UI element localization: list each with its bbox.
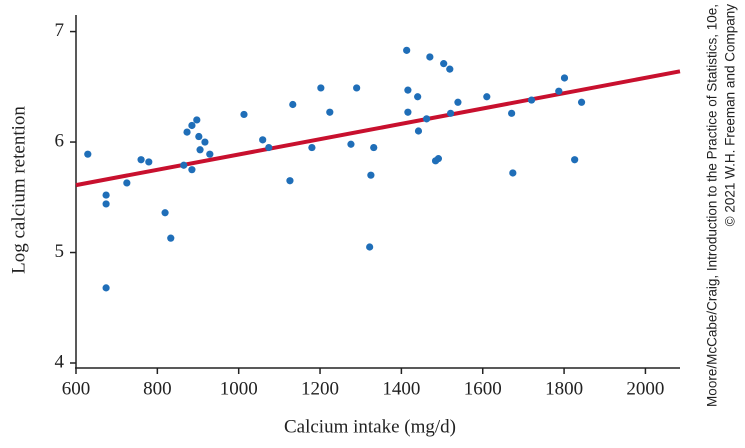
point — [423, 115, 431, 123]
point — [403, 46, 411, 54]
point — [508, 109, 516, 117]
point — [193, 116, 201, 124]
point — [161, 209, 169, 217]
point — [414, 93, 422, 101]
point — [347, 140, 355, 148]
point — [102, 284, 110, 292]
point — [195, 132, 203, 141]
point — [317, 84, 325, 92]
point — [196, 146, 204, 154]
point — [370, 143, 378, 152]
point — [289, 100, 297, 109]
x-tick-label: 1400 — [382, 378, 420, 399]
point — [414, 127, 423, 135]
y-tick-label: 6 — [55, 130, 65, 151]
point — [447, 109, 455, 117]
point — [206, 150, 214, 158]
point — [440, 60, 448, 68]
point — [265, 143, 273, 152]
point — [353, 84, 361, 92]
y-tick-label: 4 — [55, 351, 65, 372]
point — [308, 143, 316, 152]
credit-line: © 2021 W.H. Freeman and Company — [723, 4, 738, 227]
point — [102, 200, 110, 208]
point — [404, 86, 412, 94]
point — [367, 171, 375, 179]
point — [483, 93, 491, 101]
point — [183, 128, 191, 136]
point — [167, 234, 175, 242]
regression-line — [75, 69, 681, 188]
x-tick-label: 1800 — [545, 378, 583, 399]
point — [560, 74, 569, 82]
x-axis-label: Calcium intake (mg/d) — [284, 416, 456, 437]
point — [188, 166, 196, 174]
x-tick-label: 1000 — [220, 378, 258, 399]
point — [571, 156, 579, 164]
point — [145, 158, 153, 166]
point — [509, 169, 517, 177]
point — [446, 65, 454, 73]
point — [527, 96, 536, 104]
point — [426, 53, 434, 61]
point — [84, 150, 92, 158]
y-axis-label: Log calcium retention — [8, 106, 29, 274]
point — [188, 121, 196, 130]
point — [366, 243, 374, 251]
point — [577, 98, 586, 106]
point — [201, 138, 209, 146]
point — [259, 136, 267, 144]
x-tick-label: 1200 — [301, 378, 339, 399]
point — [180, 161, 188, 169]
x-tick-label: 1600 — [464, 378, 502, 399]
point — [240, 110, 248, 119]
point — [137, 156, 145, 164]
point — [286, 177, 294, 185]
point — [326, 108, 334, 116]
point — [123, 179, 131, 187]
point — [404, 108, 412, 116]
x-tick-label: 2000 — [626, 378, 664, 399]
credit-line: Moore/McCabe/Craig, Introduction to the … — [705, 4, 720, 407]
x-tick-label: 600 — [62, 378, 91, 399]
point — [454, 98, 462, 106]
x-tick-label: 800 — [143, 378, 172, 399]
point — [434, 155, 442, 163]
point — [555, 87, 563, 95]
y-tick-label: 5 — [55, 241, 65, 262]
y-tick-label: 7 — [55, 20, 65, 41]
point — [102, 191, 110, 199]
